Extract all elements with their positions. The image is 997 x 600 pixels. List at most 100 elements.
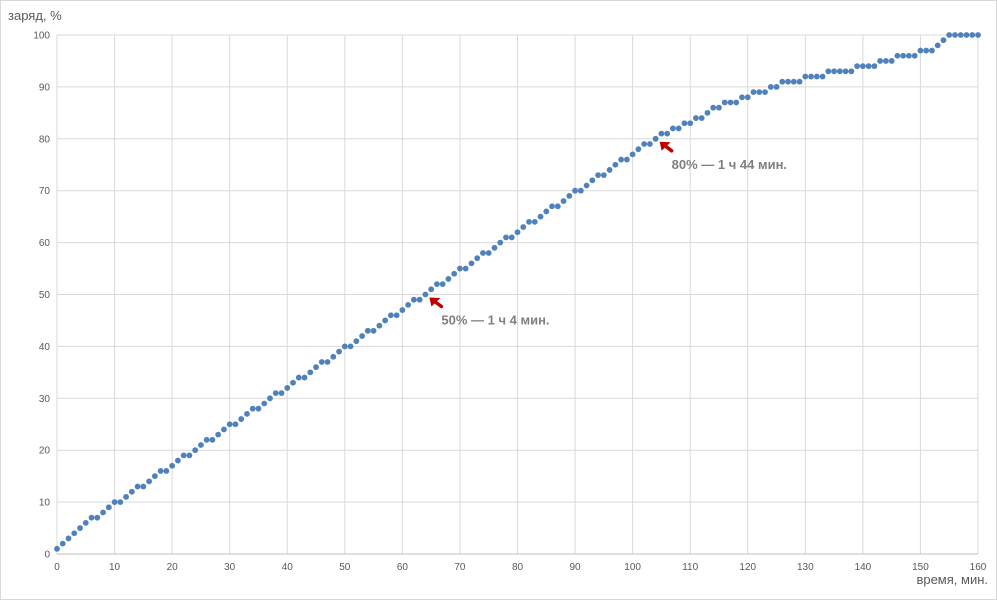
x-tick-label: 70 [454,562,466,573]
data-point [894,52,901,59]
data-point [474,255,481,262]
data-point [336,348,342,355]
data-point [675,125,682,132]
data-point [462,265,469,272]
data-point [595,172,601,179]
data-point [767,84,774,90]
data-points [54,32,981,552]
y-tick-label: 40 [39,342,51,353]
data-point [779,78,786,85]
grid [56,34,979,555]
data-point [664,130,671,137]
data-point [877,58,884,64]
data-point [198,442,204,448]
annotation-arrow-head [659,141,671,151]
data-point [836,68,843,75]
data-point [324,359,331,365]
data-point [261,400,268,407]
data-point [359,333,365,339]
data-point [658,130,665,137]
data-point [232,421,239,428]
data-point [353,338,360,345]
data-point [934,42,941,49]
data-point [813,73,820,80]
data-point [554,203,561,210]
data-point [491,244,498,251]
data-point [330,353,337,360]
data-point [900,52,907,59]
data-point [434,281,440,288]
data-point [272,390,279,397]
data-point [290,379,296,386]
data-point [94,514,101,521]
data-point [370,327,377,334]
y-tick-label: 50 [39,290,51,301]
data-point [819,73,826,80]
data-point [215,431,222,438]
data-point [485,250,492,256]
data-point [957,32,964,38]
annotation-label: 50% — 1 ч 4 мин. [441,313,549,328]
data-point [238,416,245,422]
y-tick-label: 100 [33,31,50,42]
data-point [295,374,302,381]
data-point [382,317,389,324]
data-point [71,530,78,537]
data-point [445,276,452,282]
data-point [854,63,861,70]
data-point [790,78,797,85]
x-tick-label: 90 [570,562,582,573]
data-point [739,94,745,101]
data-point [756,89,763,95]
data-point [923,47,930,54]
data-point [871,63,878,70]
data-point [313,364,319,371]
data-point [906,52,912,59]
data-point [134,483,141,490]
data-point [802,73,809,80]
data-point [267,395,273,402]
annotation-label: 80% — 1 ч 44 мин. [672,157,787,172]
data-point [65,535,72,542]
data-point [451,270,458,277]
data-point [301,374,308,381]
data-point [600,172,607,179]
data-point [773,84,780,90]
data-point [497,239,504,246]
data-point [842,68,849,75]
data-point [623,156,630,163]
data-point [123,494,129,500]
data-point [422,291,429,298]
data-point [82,519,89,526]
data-point [341,343,348,350]
data-point [376,322,383,329]
data-point [174,457,181,464]
data-point [572,187,578,194]
data-point [583,182,590,189]
data-point [710,104,717,111]
data-point [88,514,95,521]
data-point [393,312,400,319]
data-point [606,167,613,173]
data-point [480,250,486,256]
data-point [514,229,521,236]
data-point [209,436,216,443]
data-point [785,78,791,85]
y-tick-label: 10 [39,498,51,509]
data-point [888,58,895,64]
data-point [226,421,233,428]
data-point [929,47,935,54]
x-tick-label: 10 [109,562,121,573]
data-point [969,32,976,38]
data-point [975,32,981,38]
data-point [249,405,256,412]
data-point [825,68,832,75]
x-tick-label: 40 [282,562,294,573]
y-tick-label: 20 [39,446,51,457]
data-point [618,156,625,163]
data-point [503,234,509,241]
data-point [652,135,659,142]
data-point [721,99,728,106]
data-point [762,89,768,95]
x-tick-label: 80 [512,562,524,573]
